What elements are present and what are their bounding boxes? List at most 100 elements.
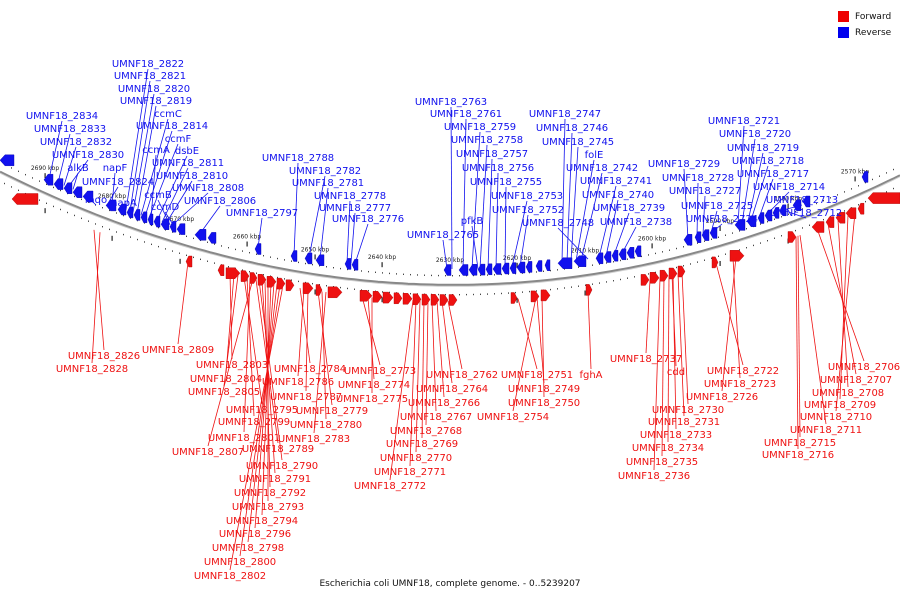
reverse-gene-arrow <box>757 212 765 224</box>
minor-tick <box>18 189 19 192</box>
minor-tick <box>305 281 306 284</box>
reverse-gene-arrow <box>544 259 551 271</box>
reverse-label-leader <box>696 182 699 237</box>
minor-tick <box>312 282 313 285</box>
reverse-label-leader <box>741 138 756 224</box>
minor-tick <box>459 293 460 296</box>
minor-tick <box>739 230 740 232</box>
reverse-gene-arrow <box>43 173 54 186</box>
minor-tick <box>326 266 327 268</box>
forward-gene-arrow <box>276 277 286 290</box>
minor-tick <box>18 170 19 173</box>
forward-label-leader <box>415 300 421 453</box>
forward-label-leader <box>177 262 189 345</box>
minor-tick <box>214 262 215 264</box>
reverse-gene-label: ccmB <box>144 190 172 201</box>
forward-label-leader <box>264 281 271 488</box>
forward-gene-arrow <box>402 293 413 305</box>
minor-tick <box>137 238 138 241</box>
forward-label-leader <box>661 276 665 457</box>
reverse-label-leader <box>111 172 116 205</box>
minor-tick <box>865 200 866 203</box>
forward-label-leader <box>261 282 272 516</box>
minor-tick <box>165 248 166 250</box>
forward-gene-arrow <box>439 294 449 306</box>
reverse-gene-arrow <box>477 263 486 276</box>
minor-tick <box>46 183 47 186</box>
reverse-label-leader <box>257 217 263 249</box>
reverse-label-leader <box>350 212 356 264</box>
reverse-gene-arrow <box>53 178 64 190</box>
minor-tick <box>466 293 467 296</box>
forward-label-leader <box>837 219 849 388</box>
reverse-label-leader <box>580 172 603 261</box>
forward-gene-label: UMNF18_2750 <box>508 398 580 409</box>
minor-tick <box>879 175 880 177</box>
minor-tick <box>711 238 712 240</box>
reverse-gene-label: UMNF18_2714 <box>753 182 825 193</box>
reverse-label-leader <box>519 214 529 267</box>
reverse-label-leader <box>621 226 637 254</box>
legend: Forward Reverse <box>838 9 891 41</box>
minor-tick <box>214 243 215 245</box>
forward-gene-label: UMNF18_2799 <box>218 417 290 428</box>
forward-label-leader <box>247 283 278 543</box>
reverse-gene-label: UMNF18_2713 <box>766 195 838 206</box>
reverse-gene-arrow <box>290 250 298 262</box>
minor-tick <box>704 259 705 261</box>
reverse-label-leader <box>613 212 630 255</box>
minor-tick <box>438 293 439 296</box>
legend-item-forward: Forward <box>838 9 891 24</box>
reverse-gene-label: ccmF <box>165 134 192 145</box>
reverse-label-leader <box>566 132 573 262</box>
minor-tick <box>592 264 593 266</box>
reverse-gene-arrow <box>573 255 587 267</box>
forward-label-leader <box>305 289 309 392</box>
forward-label-leader <box>254 283 275 529</box>
reverse-gene-label: UMNF18_2747 <box>529 109 601 120</box>
minor-tick <box>284 259 285 261</box>
minor-tick <box>690 263 691 265</box>
forward-label-leader <box>317 290 333 406</box>
forward-gene-label: UMNF18_2734 <box>632 443 704 454</box>
reverse-gene-arrow <box>0 154 15 167</box>
major-tick <box>651 243 653 249</box>
forward-gene-label: UMNF18_2791 <box>239 474 311 485</box>
minor-tick <box>193 237 194 240</box>
tick-label: 2690 kbp <box>31 165 59 172</box>
forward-label-leader <box>431 300 437 412</box>
minor-tick <box>144 241 145 243</box>
forward-label-leader <box>93 229 105 351</box>
reverse-label-leader <box>471 225 479 269</box>
reverse-gene-label: UMNF18_2725 <box>681 201 753 212</box>
forward-gene-label: UMNF18_2786 <box>262 377 334 388</box>
minor-tick <box>606 262 607 264</box>
reverse-gene-arrow <box>63 182 73 194</box>
reverse-gene-label: UMNF18_2814 <box>136 121 208 132</box>
reverse-gene-arrow <box>595 252 604 264</box>
forward-gene-label: UMNF18_2772 <box>354 481 426 492</box>
reverse-label-leader <box>598 185 617 258</box>
forward-gene-label: UMNF18_2789 <box>242 444 314 455</box>
minor-tick <box>242 269 243 271</box>
minor-tick <box>543 270 544 273</box>
minor-tick <box>389 291 390 294</box>
reverse-label-leader <box>48 120 63 180</box>
minor-tick <box>550 288 551 291</box>
reverse-gene-label: UMNF18_2728 <box>662 173 734 184</box>
minor-tick <box>774 237 775 239</box>
forward-gene-label: UMNF18_2716 <box>762 450 834 461</box>
reverse-label-leader <box>171 192 209 226</box>
forward-gene-label: UMNF18_2809 <box>142 345 214 356</box>
minor-tick <box>67 211 68 214</box>
reverse-gene-label: UMNF18_2822 <box>112 59 184 70</box>
forward-gene-label: UMNF18_2710 <box>800 412 872 423</box>
reverse-gene-label: UMNF18_2738 <box>600 217 672 228</box>
minor-tick <box>473 293 474 296</box>
major-tick <box>719 260 721 266</box>
forward-label-leader <box>297 288 305 377</box>
minor-tick <box>81 198 82 201</box>
reverse-gene-arrow <box>351 259 359 271</box>
forward-gene-arrow <box>393 292 403 304</box>
minor-tick <box>431 274 432 277</box>
